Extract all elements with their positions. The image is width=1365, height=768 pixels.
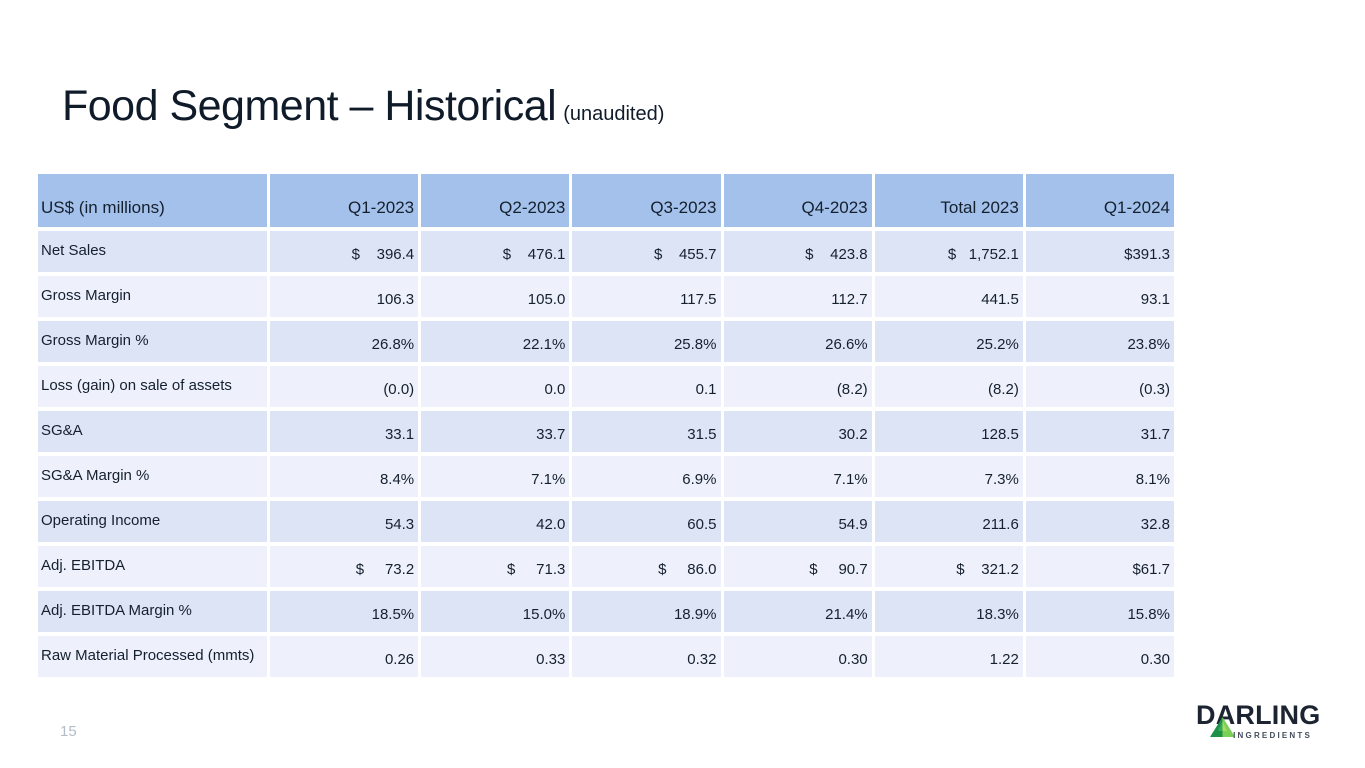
table-value-cell: 26.8% [270, 321, 419, 362]
table-value-cell: 0.30 [723, 636, 872, 677]
table-value-cell: 117.5 [572, 276, 721, 317]
table-value-cell: 211.6 [874, 501, 1023, 542]
table-value-cell: 1.22 [874, 636, 1023, 677]
table-value-cell: 25.8% [572, 321, 721, 362]
page-title: Food Segment – Historical (unaudited) [62, 82, 664, 131]
table-value-cell: $ 455.7 [572, 231, 721, 272]
table-value-cell: 60.5 [572, 501, 721, 542]
table-value-cell: 106.3 [270, 276, 419, 317]
table-value-cell: 128.5 [874, 411, 1023, 452]
table-value-cell: 15.0% [421, 591, 570, 632]
table-value-cell: 33.1 [270, 411, 419, 452]
table-value-cell: 7.1% [723, 456, 872, 497]
table-value-cell: (0.0) [270, 366, 419, 407]
table-row-label: Gross Margin [38, 276, 267, 317]
table-value-cell: $ 71.3 [421, 546, 570, 587]
table-value-cell: 18.5% [270, 591, 419, 632]
page-title-suffix: (unaudited) [563, 103, 665, 125]
table-value-cell: 26.6% [723, 321, 872, 362]
green-triangle-icon [1210, 717, 1235, 737]
table-value-cell: 18.3% [874, 591, 1023, 632]
table-value-cell: 8.1% [1025, 456, 1174, 497]
table-value-cell: 25.2% [874, 321, 1023, 362]
table-value-cell: $ 86.0 [572, 546, 721, 587]
page-number: 15 [60, 723, 77, 740]
table-value-cell: 32.8 [1025, 501, 1174, 542]
table-value-cell: $391.3 [1025, 231, 1174, 272]
table-value-cell: $ 396.4 [270, 231, 419, 272]
table-value-cell: 0.26 [270, 636, 419, 677]
table-row-label: Net Sales [38, 231, 267, 272]
table-row-label: Gross Margin % [38, 321, 267, 362]
table-value-cell: $ 1,752.1 [874, 231, 1023, 272]
table-header-cell: Q3-2023 [572, 174, 721, 227]
table-value-cell: 0.0 [421, 366, 570, 407]
table-value-cell: 8.4% [270, 456, 419, 497]
table-row-label: Operating Income [38, 501, 267, 542]
table-value-cell: $ 90.7 [723, 546, 872, 587]
page-title-text: Food Segment – Historical [62, 82, 557, 130]
table-row-label: Adj. EBITDA [38, 546, 267, 587]
table-header-cell: Q1-2023 [270, 174, 419, 227]
table-value-cell: (8.2) [723, 366, 872, 407]
darling-ingredients-logo: DARLING INGREDIENTS [1196, 700, 1321, 752]
table-header-cell: Q2-2023 [421, 174, 570, 227]
table-value-cell: $ 73.2 [270, 546, 419, 587]
table-value-cell: 7.3% [874, 456, 1023, 497]
table-row-label: Adj. EBITDA Margin % [38, 591, 267, 632]
table-value-cell: (8.2) [874, 366, 1023, 407]
table-value-cell: 31.5 [572, 411, 721, 452]
table-value-cell: 0.30 [1025, 636, 1174, 677]
table-value-cell: 0.1 [572, 366, 721, 407]
table-row-label: Raw Material Processed (mmts) [38, 636, 267, 677]
table-value-cell: $ 476.1 [421, 231, 570, 272]
table-row-label: Loss (gain) on sale of assets [38, 366, 267, 407]
table-value-cell: 112.7 [723, 276, 872, 317]
table-value-cell: 105.0 [421, 276, 570, 317]
table-value-cell: 18.9% [572, 591, 721, 632]
table-value-cell: 33.7 [421, 411, 570, 452]
table-value-cell: 31.7 [1025, 411, 1174, 452]
table-header-units: US$ (in millions) [38, 174, 267, 227]
table-row-label: SG&A [38, 411, 267, 452]
logo-wordmark: DARLING [1196, 700, 1321, 730]
table-value-cell: $ 321.2 [874, 546, 1023, 587]
table-header-cell: Total 2023 [874, 174, 1023, 227]
table-value-cell: 54.3 [270, 501, 419, 542]
table-value-cell: 7.1% [421, 456, 570, 497]
table-value-cell: $61.7 [1025, 546, 1174, 587]
table-value-cell: 441.5 [874, 276, 1023, 317]
table-value-cell: 23.8% [1025, 321, 1174, 362]
table-value-cell: 54.9 [723, 501, 872, 542]
table-header-cell: Q1-2024 [1025, 174, 1174, 227]
table-value-cell: (0.3) [1025, 366, 1174, 407]
logo-subtext: INGREDIENTS [1233, 731, 1312, 740]
table-value-cell: 42.0 [421, 501, 570, 542]
table-value-cell: 0.33 [421, 636, 570, 677]
table-value-cell: 21.4% [723, 591, 872, 632]
table-row-label: SG&A Margin % [38, 456, 267, 497]
table-header-cell: Q4-2023 [723, 174, 872, 227]
table-value-cell: $ 423.8 [723, 231, 872, 272]
table-value-cell: 0.32 [572, 636, 721, 677]
table-value-cell: 30.2 [723, 411, 872, 452]
financial-table: US$ (in millions) Q1-2023 Q2-2023 Q3-2023 Q4… [38, 174, 1174, 677]
table-value-cell: 6.9% [572, 456, 721, 497]
table-value-cell: 15.8% [1025, 591, 1174, 632]
table-value-cell: 22.1% [421, 321, 570, 362]
table-value-cell: 93.1 [1025, 276, 1174, 317]
